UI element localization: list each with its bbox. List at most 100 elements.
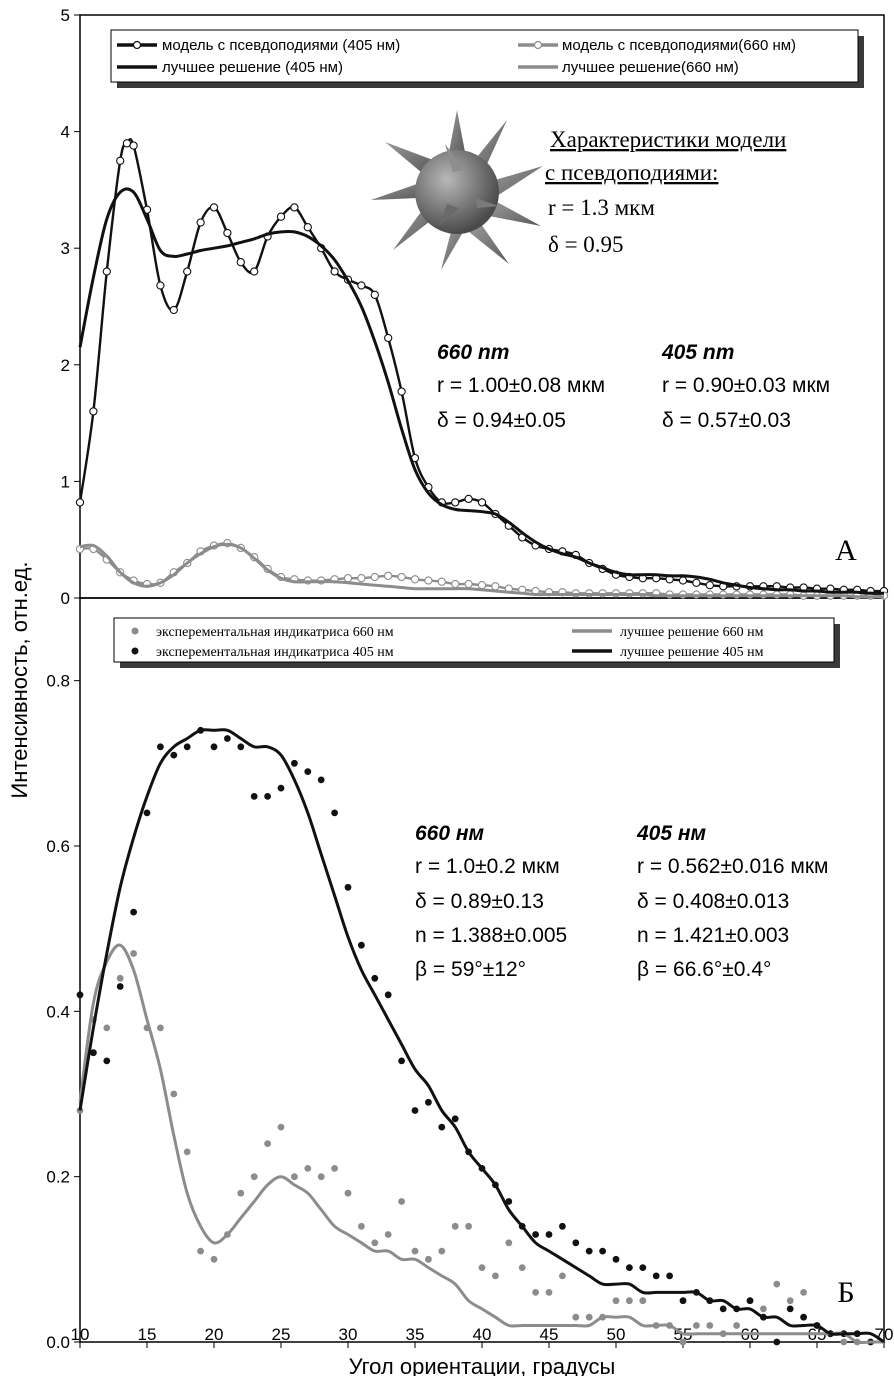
data-point-a-1 — [343, 574, 353, 583]
pseudopod-model-illustration — [371, 110, 543, 270]
data-point-b-0 — [545, 1289, 553, 1296]
data-point-b-1 — [425, 1098, 432, 1106]
data-point-b-1 — [626, 1264, 633, 1271]
fit-a-660-header: 660 nm — [437, 341, 509, 364]
y-tick-label: 0.0 — [46, 1333, 70, 1352]
data-point-a-1 — [464, 579, 473, 589]
data-point-a-1 — [477, 581, 487, 590]
fit-b-660-header: 660 нм — [415, 822, 485, 845]
data-point-b-0 — [733, 1322, 740, 1329]
data-point-b-1 — [130, 908, 138, 916]
fit-b-405-header: 405 нм — [636, 822, 707, 845]
data-point-b-1 — [170, 751, 178, 759]
data-point-b-0 — [706, 1322, 714, 1329]
data-point-b-0 — [505, 1239, 513, 1247]
data-point-b-0 — [210, 1255, 218, 1263]
data-point-b-0 — [559, 1272, 566, 1280]
legend-a-marker-2 — [533, 40, 543, 50]
data-point-a-1 — [424, 576, 433, 585]
data-point-b-0 — [264, 1140, 271, 1147]
data-point-a-0 — [477, 498, 487, 507]
data-point-b-0 — [585, 1313, 593, 1321]
data-point-b-1 — [652, 1272, 660, 1280]
data-point-a-0 — [116, 156, 125, 165]
data-point-b-0 — [358, 1222, 365, 1230]
data-point-b-0 — [760, 1305, 767, 1313]
data-point-b-0 — [693, 1322, 700, 1329]
fit-b-660-radius: r = 1.0±0.2 мкм — [415, 855, 560, 878]
data-point-b-1 — [291, 759, 298, 767]
data-point-b-0 — [679, 1338, 687, 1346]
data-point-a-0 — [357, 281, 366, 290]
data-point-b-1 — [237, 743, 245, 751]
data-point-b-0 — [612, 1297, 620, 1305]
y-tick-label: 0.8 — [46, 672, 70, 691]
data-point-a-0 — [209, 203, 219, 212]
data-point-b-1 — [90, 1049, 97, 1057]
legend-b-label-2: эксперементальная индикатриса 405 нм — [156, 645, 394, 660]
data-point-b-0 — [250, 1173, 258, 1181]
data-point-b-0 — [344, 1189, 352, 1197]
data-point-a-0 — [397, 387, 406, 396]
data-point-b-0 — [277, 1123, 285, 1131]
data-point-b-1 — [317, 776, 325, 784]
series-group-b — [76, 726, 885, 1346]
data-point-b-0 — [304, 1165, 312, 1172]
data-point-b-0 — [786, 1297, 794, 1305]
x-axis: 10 15 20 25 30 35 40 45 50 55 60 65 70 — [71, 1325, 893, 1348]
fit-b-405-n: n = 1.421±0.003 — [637, 924, 789, 947]
fit-b-405-radius: r = 0.562±0.016 мкм — [637, 855, 828, 878]
fit-b-660-beta: β = 59°±12° — [415, 958, 526, 981]
legend-a-label-1: модель с псевдоподиями (405 нм) — [162, 37, 400, 54]
y-tick-label: 2 — [61, 356, 70, 375]
data-point-b-1 — [103, 1057, 111, 1065]
series-line-a-3 — [79, 542, 884, 599]
data-point-b-1 — [451, 1115, 459, 1123]
legend-a-label-4: лучшее решение(660 нм) — [562, 59, 739, 76]
data-point-b-0 — [639, 1297, 647, 1305]
data-point-b-0 — [518, 1264, 526, 1271]
panel-label-b: Б — [837, 1276, 854, 1309]
data-point-b-1 — [344, 883, 352, 891]
data-point-b-1 — [358, 941, 365, 949]
legend-b-marker-2 — [131, 647, 139, 655]
series-group-a — [75, 138, 889, 600]
data-point-b-1 — [277, 784, 285, 792]
x-axis-title: Угол ориентации, градусы — [349, 1354, 616, 1376]
data-point-a-1 — [491, 582, 500, 591]
data-point-a-0 — [678, 576, 688, 585]
data-point-a-0 — [75, 498, 85, 507]
data-point-b-0 — [384, 1231, 392, 1238]
data-point-b-1 — [545, 1231, 553, 1238]
legend-b-label-1: эксперементальная индикатриса 660 нм — [156, 625, 394, 640]
data-point-b-1 — [76, 991, 84, 999]
data-point-b-0 — [451, 1222, 459, 1230]
series-line-b-3 — [78, 728, 885, 1344]
data-point-a-1 — [370, 572, 379, 582]
data-point-b-1 — [532, 1231, 539, 1238]
fit-a-660-radius: r = 1.00±0.08 мкм — [437, 374, 605, 397]
data-point-b-1 — [585, 1247, 593, 1255]
data-point-b-0 — [398, 1198, 405, 1205]
data-point-a-0 — [236, 258, 245, 267]
data-point-a-0 — [705, 581, 714, 590]
data-point-b-0 — [116, 974, 124, 982]
x-tick-label: 10 — [71, 1325, 90, 1344]
fit-b-405-beta: β = 66.6°±0.4° — [637, 958, 771, 981]
data-point-a-0 — [169, 305, 178, 315]
fit-a-405-radius: r = 0.90±0.03 мкм — [662, 374, 830, 397]
data-point-a-0 — [370, 290, 379, 299]
data-point-b-0 — [331, 1165, 338, 1172]
data-point-a-0 — [102, 267, 111, 276]
data-point-a-0 — [89, 407, 98, 416]
x-tick-label: 15 — [138, 1325, 157, 1344]
data-point-a-0 — [223, 228, 232, 238]
data-point-b-0 — [626, 1297, 633, 1305]
legend-b: эксперементальная индикатриса 660 нм экс… — [113, 617, 840, 668]
legend-a-label-2: модель с псевдоподиями(660 нм) — [562, 37, 796, 54]
data-point-a-0 — [451, 498, 460, 507]
x-tick-label: 30 — [339, 1325, 358, 1344]
data-point-a-0 — [276, 212, 286, 221]
data-point-b-1 — [183, 743, 191, 751]
x-tick-label: 50 — [607, 1325, 626, 1344]
